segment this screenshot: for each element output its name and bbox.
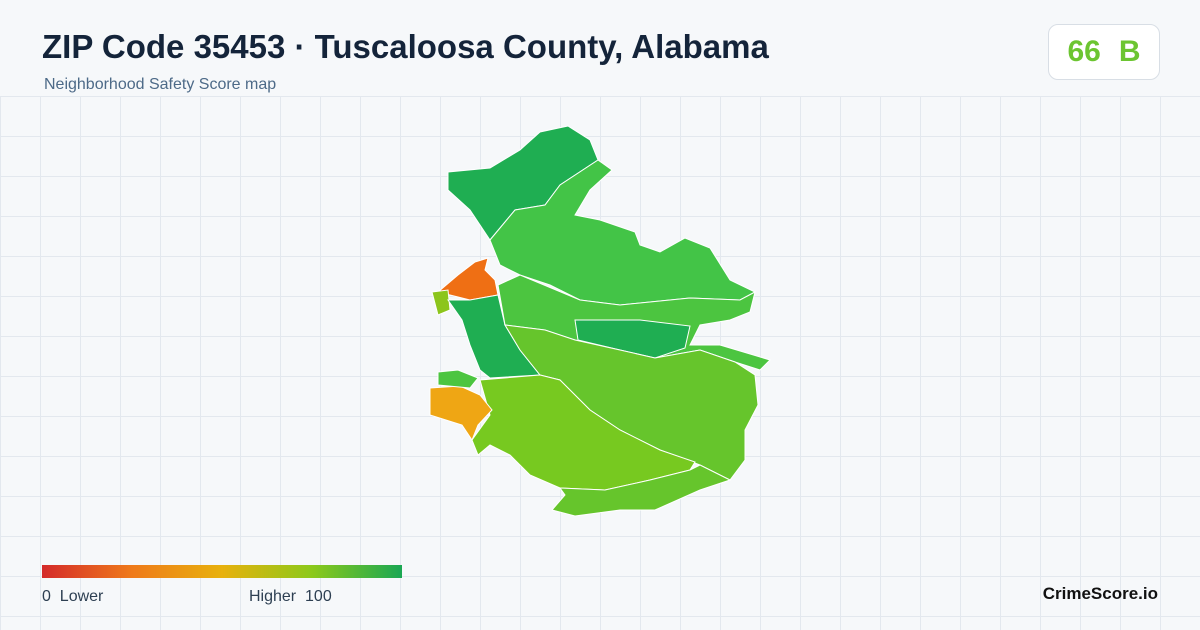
region [551,464,732,517]
title: ZIP Code 35453 · Tuscaloosa County, Alab… [42,28,769,65]
region [429,385,493,442]
legend-min-label: Lower [59,588,104,605]
legend-gradient [42,565,402,578]
legend-low: 0 Lower [42,588,103,606]
legend-high: Higher 100 [249,588,332,606]
subtitle: Neighborhood Safety Score map [44,76,277,93]
region [574,319,691,359]
region [437,369,479,389]
score-grade: B [1118,35,1141,68]
brand: CrimeScore.io [1042,584,1158,603]
score-badge: 66 B [1048,24,1160,80]
score-value: 66 [1067,35,1101,68]
legend-min: 0 [42,588,51,605]
legend-max: 100 [305,588,332,605]
legend-max-label: Higher [249,588,297,605]
region [431,289,451,316]
